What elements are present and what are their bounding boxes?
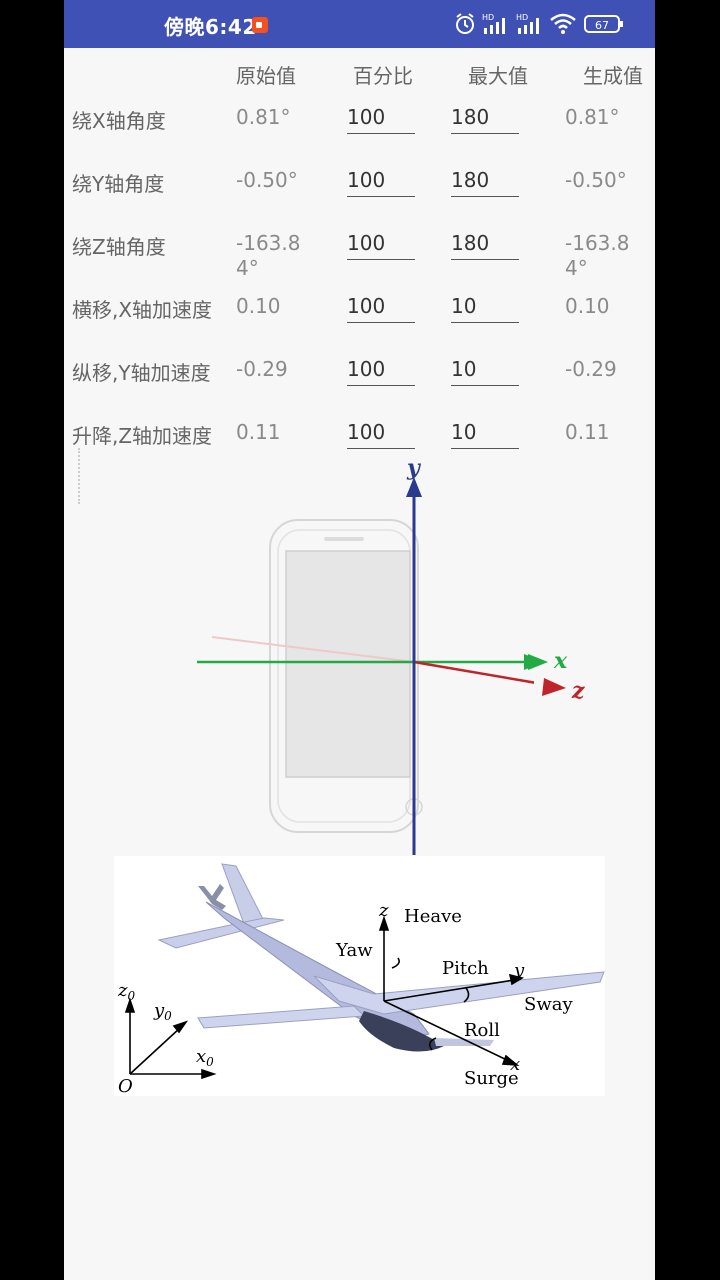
row-label-x-accel: 横移,X轴加速度 — [72, 298, 213, 322]
app-screen: 傍晚6:42 HD HD — [64, 0, 655, 1280]
svg-text:HD: HD — [516, 13, 528, 22]
generated-value: 0.81° — [565, 105, 620, 129]
origin-label: O — [118, 1076, 133, 1096]
row-label-y-accel: 纵移,Y轴加速度 — [72, 361, 211, 385]
percent-input[interactable]: 100 — [347, 416, 415, 449]
y0-label: y0 — [153, 1000, 172, 1023]
header-max: 最大值 — [468, 64, 528, 88]
x-axis-label: x — [553, 648, 568, 674]
z-axis-label: z — [571, 678, 585, 704]
z0-label: z0 — [117, 980, 135, 1003]
raw-value: -163.84° — [236, 231, 301, 280]
heave-label: Heave — [404, 906, 462, 927]
world-axes — [124, 997, 217, 1080]
max-input[interactable]: 10 — [451, 353, 519, 386]
x0-label: x0 — [196, 1046, 214, 1069]
signal-icon: HD — [516, 13, 539, 34]
header-generated: 生成值 — [583, 64, 643, 88]
battery-icon: 67 — [584, 15, 623, 33]
percent-input[interactable]: 100 — [347, 290, 415, 323]
generated-value: -0.29 — [565, 357, 617, 381]
y-axis-arrow — [406, 477, 422, 497]
percent-input[interactable]: 100 — [347, 101, 415, 134]
z-axis-arrowhead — [542, 678, 566, 696]
row-label-y-angle: 绕Y轴角度 — [72, 172, 165, 196]
raw-value: -0.50° — [236, 168, 298, 192]
wifi-icon — [550, 13, 576, 34]
video-record-icon — [252, 17, 268, 33]
phone-outline — [269, 519, 423, 833]
row-label-z-accel: 升降,Z轴加速度 — [72, 424, 213, 448]
battery-level: 67 — [595, 19, 609, 32]
pitch-label: Pitch — [442, 958, 489, 979]
axis-labels-right: x z — [528, 648, 585, 704]
z-axis-back — [211, 636, 415, 663]
aircraft-motion-diagram: Heave z Yaw Pitch y Sway Roll x Surge z0… — [114, 856, 605, 1096]
generated-value: 0.10 — [565, 294, 610, 318]
row-label-z-angle: 绕Z轴角度 — [72, 235, 166, 259]
generated-value: 0.11 — [565, 420, 610, 444]
sway-label: Sway — [524, 994, 573, 1015]
header-raw: 原始值 — [236, 64, 296, 88]
max-input[interactable]: 10 — [451, 416, 519, 449]
phone-axes-diagram: y — [197, 455, 534, 855]
z-label: z — [378, 900, 389, 921]
max-input[interactable]: 180 — [451, 101, 519, 134]
status-icons: HD HD 67 — [454, 12, 629, 36]
body-axes — [378, 915, 525, 1066]
max-input[interactable]: 10 — [451, 290, 519, 323]
percent-input[interactable]: 100 — [347, 164, 415, 197]
z-axis-line — [413, 660, 534, 684]
alarm-icon — [456, 13, 474, 34]
row-label-x-angle: 绕X轴角度 — [72, 109, 166, 133]
x-label: x — [510, 1054, 520, 1075]
percent-input[interactable]: 100 — [347, 353, 415, 386]
max-input[interactable]: 180 — [451, 227, 519, 260]
raw-value: 0.10 — [236, 294, 281, 318]
scroll-handle[interactable] — [78, 448, 84, 504]
y-axis-label: y — [406, 455, 422, 481]
svg-text:HD: HD — [482, 13, 494, 22]
surge-label: Surge — [464, 1068, 519, 1089]
y-label: y — [513, 960, 525, 981]
max-input[interactable]: 180 — [451, 164, 519, 197]
aircraft-illustration — [157, 863, 605, 1052]
yaw-label: Yaw — [335, 940, 373, 961]
generated-value: -0.50° — [565, 168, 627, 192]
percent-input[interactable]: 100 — [347, 227, 415, 260]
raw-value: -0.29 — [236, 357, 288, 381]
x-axis-arrowhead — [528, 654, 548, 670]
header-percent: 百分比 — [353, 64, 413, 88]
generated-value: -163.84° — [565, 231, 630, 280]
signal-icon: HD — [482, 13, 505, 34]
roll-label: Roll — [464, 1020, 500, 1041]
status-bar: 傍晚6:42 HD HD — [64, 0, 655, 48]
status-time: 傍晚6:42 — [164, 15, 257, 39]
raw-value: 0.81° — [236, 105, 291, 129]
raw-value: 0.11 — [236, 420, 281, 444]
